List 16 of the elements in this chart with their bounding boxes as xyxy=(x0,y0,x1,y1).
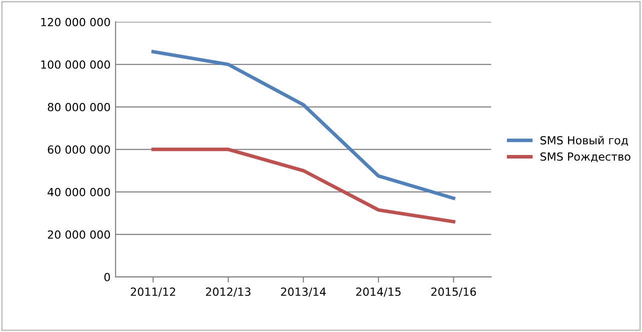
y-tick-label: 20 000 000 xyxy=(48,230,110,239)
line-series xyxy=(151,50,456,200)
x-tick-label: 2015/16 xyxy=(431,288,476,297)
x-tick-label: 2011/12 xyxy=(130,288,176,297)
x-tick-label: 2014/15 xyxy=(356,288,401,297)
y-tick-label: 120 000 000 xyxy=(41,18,110,26)
x-tick-label: 2013/14 xyxy=(281,288,326,297)
y-tick-label: 60 000 000 xyxy=(48,145,110,154)
y-tick-label: 80 000 000 xyxy=(48,102,110,112)
y-tick-label: 40 000 000 xyxy=(48,188,110,196)
legend-label: SMS Новый год xyxy=(540,136,628,146)
y-tick-label: 0 xyxy=(104,272,110,282)
y-tick-label: 100 000 000 xyxy=(41,60,110,69)
x-tick-label: 2012/13 xyxy=(206,288,250,297)
legend-label: SMS Рождество xyxy=(540,152,630,162)
line-series xyxy=(151,148,456,224)
